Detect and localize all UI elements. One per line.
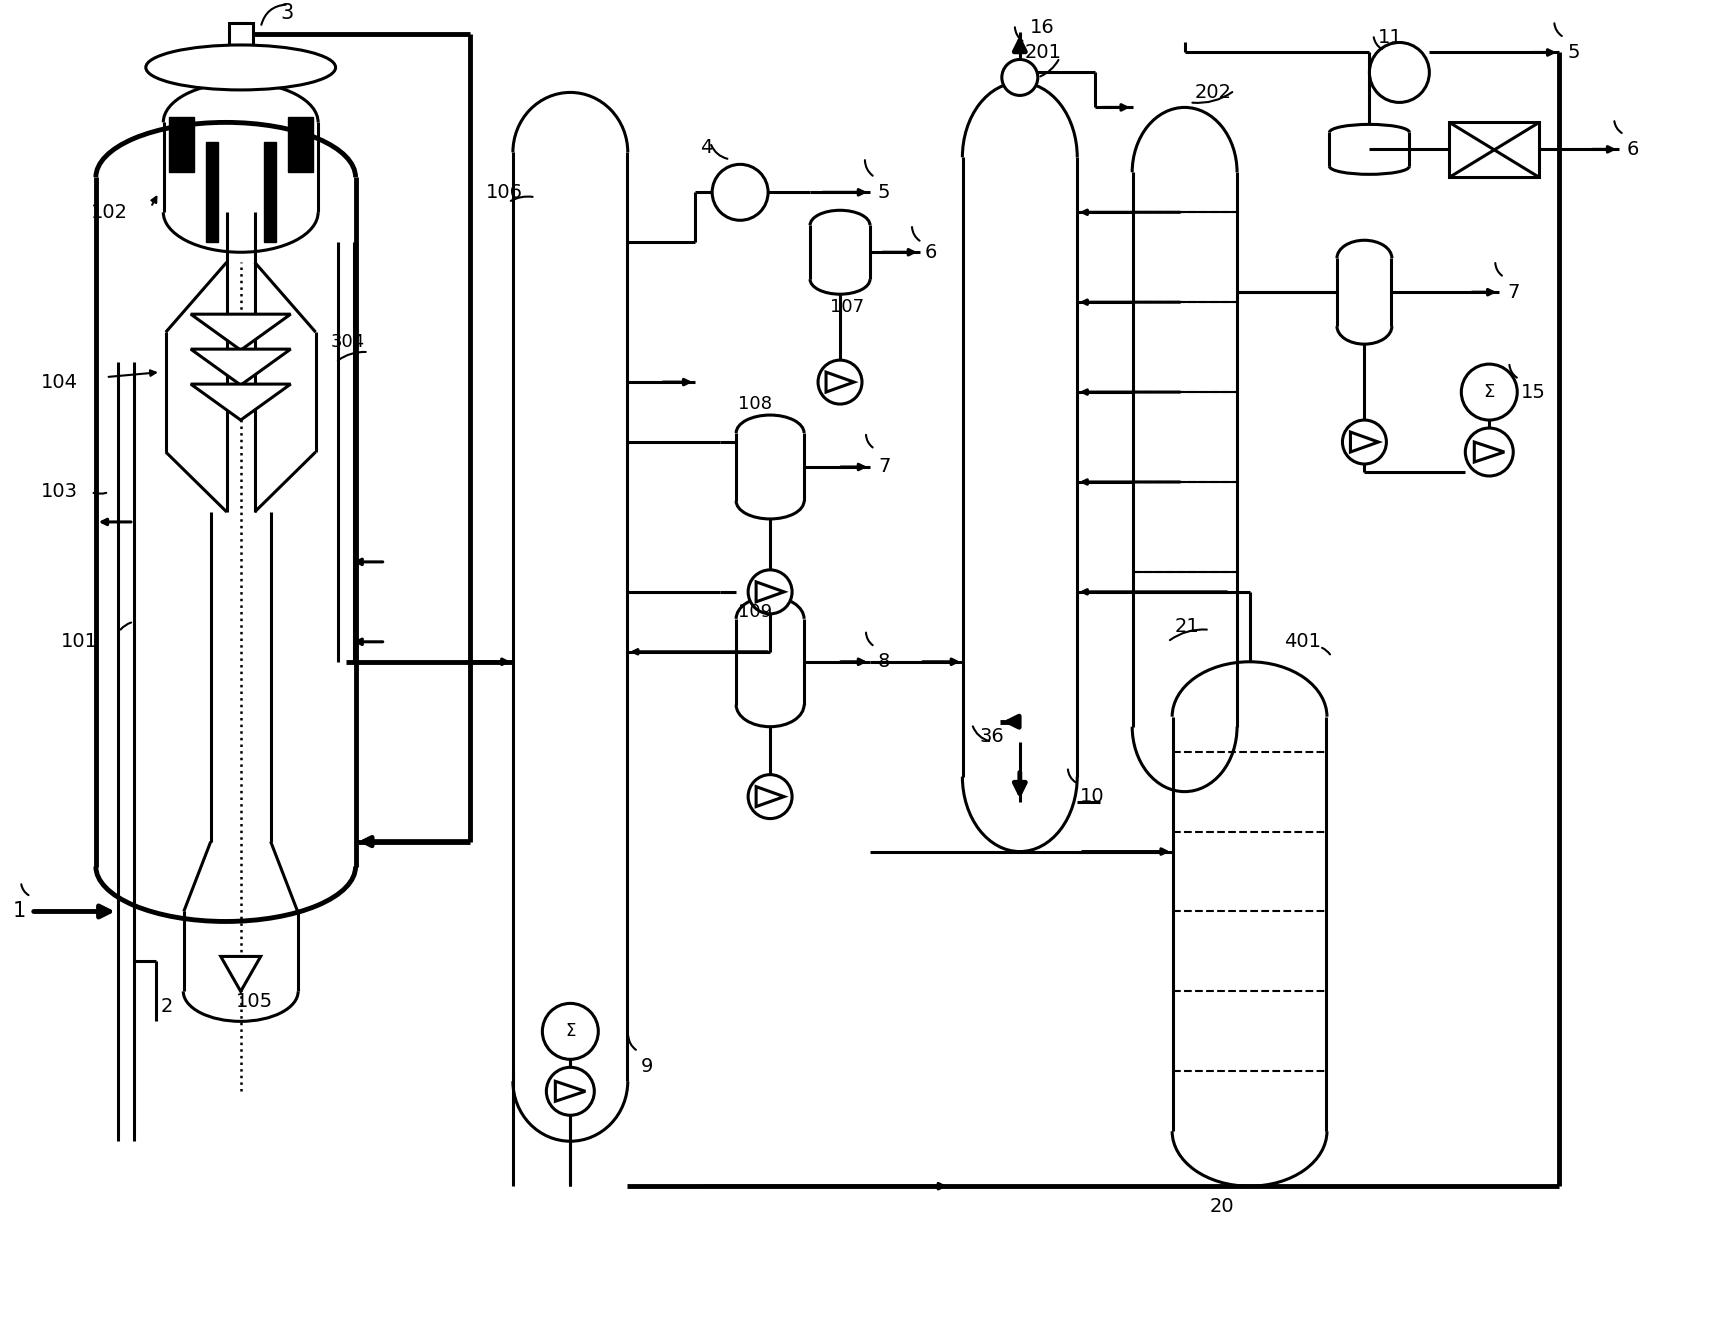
Text: 401: 401 [1284, 633, 1322, 652]
Bar [206, 142, 218, 243]
Text: 7: 7 [878, 457, 890, 476]
Circle shape [1343, 420, 1387, 464]
Text: 7: 7 [1508, 283, 1520, 302]
Text: Σ: Σ [1483, 384, 1496, 401]
Text: 109: 109 [737, 603, 772, 621]
Polygon shape [191, 384, 291, 420]
Bar [263, 142, 275, 243]
Circle shape [748, 775, 792, 818]
Polygon shape [756, 582, 784, 602]
Text: Σ: Σ [566, 1022, 576, 1041]
Circle shape [547, 1067, 595, 1116]
Circle shape [1370, 43, 1430, 102]
Text: 36: 36 [980, 727, 1004, 746]
Text: 2: 2 [162, 996, 174, 1016]
Bar [168, 118, 194, 173]
Text: 107: 107 [830, 298, 865, 316]
Text: 8: 8 [878, 652, 890, 672]
Polygon shape [827, 371, 854, 392]
Bar [287, 118, 313, 173]
Circle shape [543, 1003, 598, 1059]
Text: 1: 1 [12, 901, 26, 921]
Text: 104: 104 [41, 373, 77, 392]
Text: 101: 101 [60, 633, 98, 652]
Text: 102: 102 [91, 202, 127, 221]
Polygon shape [191, 349, 291, 385]
Text: 6: 6 [925, 243, 937, 261]
Polygon shape [220, 956, 261, 991]
Text: 5: 5 [878, 182, 890, 201]
Text: 10: 10 [1080, 787, 1104, 806]
Text: 16: 16 [1030, 17, 1054, 38]
Text: 304: 304 [330, 333, 364, 351]
Ellipse shape [146, 46, 335, 90]
Circle shape [1465, 428, 1513, 476]
Text: 5: 5 [1568, 43, 1580, 62]
Text: 106: 106 [485, 182, 523, 201]
Circle shape [712, 165, 768, 220]
Text: 202: 202 [1195, 83, 1231, 102]
Text: 9: 9 [639, 1057, 653, 1075]
Text: 201: 201 [1025, 43, 1062, 62]
Text: 20: 20 [1210, 1196, 1234, 1216]
Polygon shape [555, 1081, 584, 1101]
Text: 21: 21 [1174, 617, 1200, 637]
Polygon shape [191, 314, 291, 350]
Text: 3: 3 [280, 3, 294, 23]
Polygon shape [1475, 443, 1504, 463]
Text: 103: 103 [41, 483, 77, 502]
Bar [229, 23, 253, 52]
Circle shape [1461, 365, 1518, 420]
Circle shape [1002, 59, 1038, 95]
Text: 4: 4 [700, 138, 713, 157]
Text: 6: 6 [1628, 139, 1640, 158]
Text: 11: 11 [1377, 28, 1403, 47]
Circle shape [748, 570, 792, 614]
Circle shape [818, 361, 861, 404]
Text: 15: 15 [1521, 382, 1545, 401]
Polygon shape [1351, 432, 1379, 452]
Text: 105: 105 [236, 992, 273, 1011]
Bar [1449, 122, 1539, 177]
Text: 108: 108 [737, 396, 772, 413]
Polygon shape [756, 787, 784, 806]
